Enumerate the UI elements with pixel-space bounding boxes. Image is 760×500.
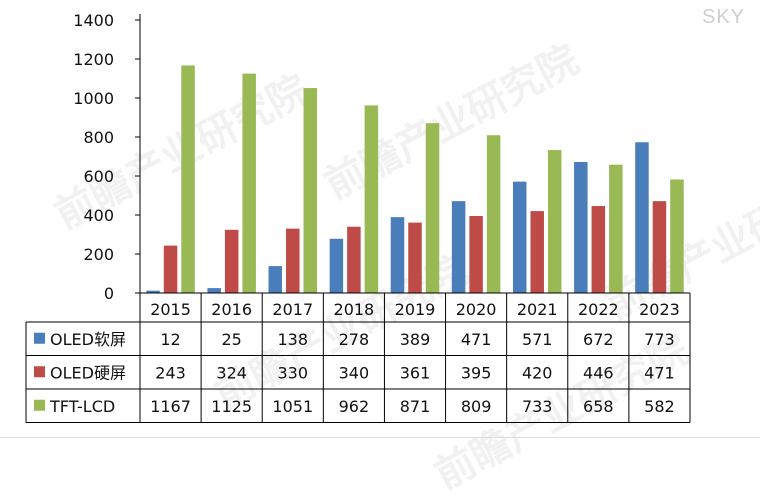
data-table-value: 571 <box>522 330 553 349</box>
bar <box>591 206 606 293</box>
corner-label: SKY <box>702 6 746 28</box>
legend-swatch <box>34 366 45 378</box>
bar <box>425 123 440 293</box>
data-table-value: 962 <box>339 397 370 416</box>
bar <box>530 211 544 293</box>
y-tick-label: 800 <box>83 128 114 147</box>
bar <box>486 135 501 293</box>
x-category-label: 2023 <box>639 300 680 319</box>
data-table-value: 324 <box>216 363 247 382</box>
data-table-value: 25 <box>221 330 241 349</box>
data-table-value: 243 <box>155 363 186 382</box>
data-table-value: 809 <box>461 397 492 416</box>
bar <box>347 226 361 293</box>
y-tick-label: 0 <box>104 284 114 303</box>
bar <box>609 164 623 293</box>
data-table-value: 871 <box>400 397 431 416</box>
legend-label: OLED软屏 <box>50 330 126 349</box>
data-table-value: 658 <box>583 397 614 416</box>
data-table-value: 340 <box>339 363 370 382</box>
x-category-label: 2021 <box>517 300 558 319</box>
y-tick-label: 1400 <box>73 11 114 30</box>
data-table-value: 733 <box>522 397 553 416</box>
bar <box>408 222 422 293</box>
x-category-label: 2015 <box>150 300 191 319</box>
data-table-value: 330 <box>278 363 309 382</box>
bar <box>207 288 221 293</box>
bar <box>635 142 649 293</box>
x-category-label: 2020 <box>456 300 497 319</box>
data-table-value: 471 <box>644 363 675 382</box>
bar <box>670 179 684 293</box>
bar <box>469 215 483 293</box>
bar <box>329 238 344 293</box>
bar <box>242 73 256 293</box>
data-table-value: 471 <box>461 330 492 349</box>
bar <box>268 266 283 293</box>
bar-chart: 0 200 400 600 800 1000 1200 1400 2015 2016 2017 201… <box>25 11 691 423</box>
data-table-value: 446 <box>583 363 614 382</box>
y-tick-label: 600 <box>83 167 114 186</box>
data-table-value: 582 <box>644 397 675 416</box>
data-table-value: 1125 <box>211 397 252 416</box>
legend-swatch <box>34 399 45 411</box>
bar <box>286 228 300 293</box>
data-table-value: 361 <box>400 363 431 382</box>
bar <box>224 229 239 293</box>
data-table-value: 773 <box>644 330 675 349</box>
bar <box>364 105 379 293</box>
bar <box>146 290 160 293</box>
data-table-value: 1051 <box>272 397 313 416</box>
legend-swatch <box>34 332 45 344</box>
bar <box>303 88 318 294</box>
x-category-label: 2018 <box>334 300 375 319</box>
y-tick-label: 200 <box>83 245 114 264</box>
legend-label: TFT-LCD <box>49 397 115 416</box>
x-category-label: 2022 <box>578 300 619 319</box>
legend-label: OLED硬屏 <box>50 363 126 382</box>
x-category-label: 2017 <box>272 300 313 319</box>
data-table-value: 278 <box>339 330 370 349</box>
data-table-value: 389 <box>400 330 431 349</box>
data-table-value: 138 <box>278 330 309 349</box>
y-tick-label: 1000 <box>73 89 114 108</box>
bar <box>163 245 178 293</box>
x-category-label: 2016 <box>211 300 252 319</box>
data-table-value: 672 <box>583 330 614 349</box>
data-table-value: 12 <box>160 330 180 349</box>
data-table-value: 395 <box>461 363 492 382</box>
bar <box>390 217 405 293</box>
bar <box>652 201 667 293</box>
data-table-value: 1167 <box>150 397 191 416</box>
y-tick-label: 1200 <box>73 50 114 69</box>
chart-canvas: 前瞻产业研究院 前瞻产业研究院 前瞻产业研究院 前瞻产业研究院 前瞻产业研究院 … <box>0 6 760 499</box>
frame-bottom-line <box>0 437 760 438</box>
bar <box>512 181 527 293</box>
bar <box>574 161 588 293</box>
data-table-value: 420 <box>522 363 553 382</box>
y-tick-label: 400 <box>83 206 114 225</box>
x-category-label: 2019 <box>395 300 436 319</box>
bar <box>451 201 466 293</box>
bar <box>181 65 195 293</box>
bar <box>547 150 562 293</box>
